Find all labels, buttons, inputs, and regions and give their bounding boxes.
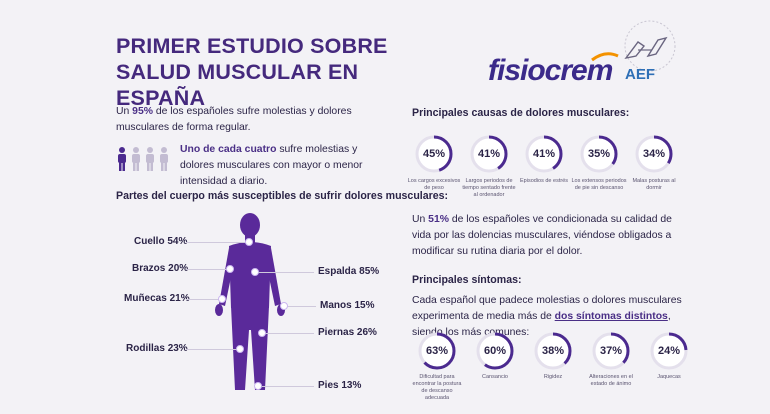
person-icons-group <box>118 147 168 171</box>
stat-ring: 41% <box>524 134 564 174</box>
causes-heading: Principales causas de dolores musculares… <box>412 107 630 119</box>
marker-dot <box>258 329 266 337</box>
stat-ring: 38% <box>533 331 573 371</box>
ring-chart <box>470 135 508 173</box>
stat-ring: 34% <box>634 134 674 174</box>
page-title: PRIMER ESTUDIO SOBRE SALUD MUSCULAR EN E… <box>116 33 446 111</box>
stat-value: 34% <box>642 148 666 160</box>
ring-chart <box>525 135 563 173</box>
stat-caption: Episodios de estrés <box>520 178 568 184</box>
aef-logo: AEF <box>625 66 655 83</box>
human-body-figure <box>215 213 285 390</box>
person-icon-highlight <box>118 147 126 171</box>
ring-chart <box>650 332 688 370</box>
label-pies: Pies 13% <box>318 380 362 391</box>
stat-value: 45% <box>422 148 446 160</box>
stat-caption: Cansancio <box>482 374 508 380</box>
stat-ring: 63% <box>417 331 457 371</box>
ring-chart <box>415 135 453 173</box>
symptoms-paragraph: Cada español que padece molestias o dolo… <box>412 293 692 341</box>
stat-ring: 35% <box>579 134 619 174</box>
title-line-1: PRIMER ESTUDIO SOBRE <box>116 34 388 58</box>
stat-caption: Alteraciones en el estado de ánimo <box>589 374 633 387</box>
marker-dot <box>226 265 234 273</box>
one-in-four-rest: sufre molestias y dolores musculares con… <box>180 144 363 187</box>
stat-value: 63% <box>425 345 449 357</box>
symptoms-prefix: Cada español que padece molestias o dolo… <box>412 295 682 322</box>
leader-pies <box>262 386 314 387</box>
leader-manos <box>284 306 316 307</box>
stat-caption: Jaquecas <box>657 374 681 380</box>
label-rodillas: Rodillas 23% <box>126 343 188 354</box>
people-icons <box>116 146 176 177</box>
logo-swoosh-icon <box>591 52 619 62</box>
symptoms-heading: Principales síntomas: <box>412 274 522 286</box>
person-icon <box>132 147 168 171</box>
stat-value: 24% <box>657 345 681 357</box>
symptoms-suffix: , siendo los más comunes: <box>412 311 671 338</box>
stat-ring: 37% <box>591 331 631 371</box>
ring-chart <box>418 332 456 370</box>
ring-chart <box>635 135 673 173</box>
leader-piernas <box>262 333 314 334</box>
intro-suffix: de los españoles sufre molestias y dolor… <box>116 106 352 133</box>
stat-caption: Rigidez <box>543 374 563 380</box>
leader-brazos <box>186 269 230 270</box>
body-section-heading: Partes del cuerpo más susceptibles de su… <box>116 190 449 202</box>
intro-prefix: Un <box>116 106 133 117</box>
quality-prefix: Un <box>412 214 429 225</box>
stat-caption: Malas posturas al dormir <box>632 178 676 191</box>
leader-munecas <box>186 299 222 300</box>
leader-rodillas <box>186 349 238 350</box>
label-manos: Manos 15% <box>320 300 375 311</box>
ring-chart <box>580 135 618 173</box>
stat-value: 35% <box>587 148 611 160</box>
label-munecas: Muñecas 21% <box>124 293 190 304</box>
stat-ring: 45% <box>414 134 454 174</box>
stat-caption: Largos periodos de tiempo sentado frente… <box>462 178 516 198</box>
label-espalda: Espalda 85% <box>318 266 380 277</box>
marker-dot <box>254 382 262 390</box>
label-brazos: Brazos 20% <box>132 263 189 274</box>
label-piernas: Piernas 26% <box>318 327 377 338</box>
stat-caption: Dificultad para encontrar la postura de … <box>412 374 462 401</box>
aef-hands-icon <box>624 20 676 72</box>
ring-chart <box>592 332 630 370</box>
stat-value: 37% <box>599 345 623 357</box>
marker-dot <box>280 302 288 310</box>
marker-dot <box>251 268 259 276</box>
ring-chart <box>476 332 514 370</box>
stat-caption: Los extensos periodos de pie sin descans… <box>571 178 627 191</box>
quality-highlight: 51% <box>428 214 449 225</box>
stat-value: 41% <box>532 148 556 160</box>
stat-caption: Los cargos excesivos de peso <box>407 178 461 191</box>
quality-paragraph: Un 51% de los españoles ve condicionada … <box>412 212 692 260</box>
leader-espalda <box>254 272 314 273</box>
stat-ring: 60% <box>475 331 515 371</box>
stat-value: 60% <box>483 345 507 357</box>
one-in-four-highlight: Uno de cada cuatro <box>180 144 277 155</box>
stat-ring: 41% <box>469 134 509 174</box>
stat-ring: 24% <box>649 331 689 371</box>
stat-value: 38% <box>541 345 565 357</box>
quality-suffix: de los españoles ve condicionada su cali… <box>412 214 672 257</box>
one-in-four-paragraph: Uno de cada cuatro sufre molestias y dol… <box>180 142 380 190</box>
ring-chart <box>534 332 572 370</box>
marker-dot <box>218 295 226 303</box>
marker-dot <box>236 345 244 353</box>
intro-highlight: 95% <box>132 106 153 117</box>
label-cuello: Cuello 54% <box>134 236 188 247</box>
title-line-2: SALUD MUSCULAR EN ESPAÑA <box>116 60 359 110</box>
stat-value: 41% <box>477 148 501 160</box>
leader-cuello <box>186 242 246 243</box>
intro-paragraph: Un 95% de los españoles sufre molestias … <box>116 104 386 136</box>
marker-dot <box>245 238 253 246</box>
symptoms-highlight: dos síntomas distintos <box>554 311 668 322</box>
